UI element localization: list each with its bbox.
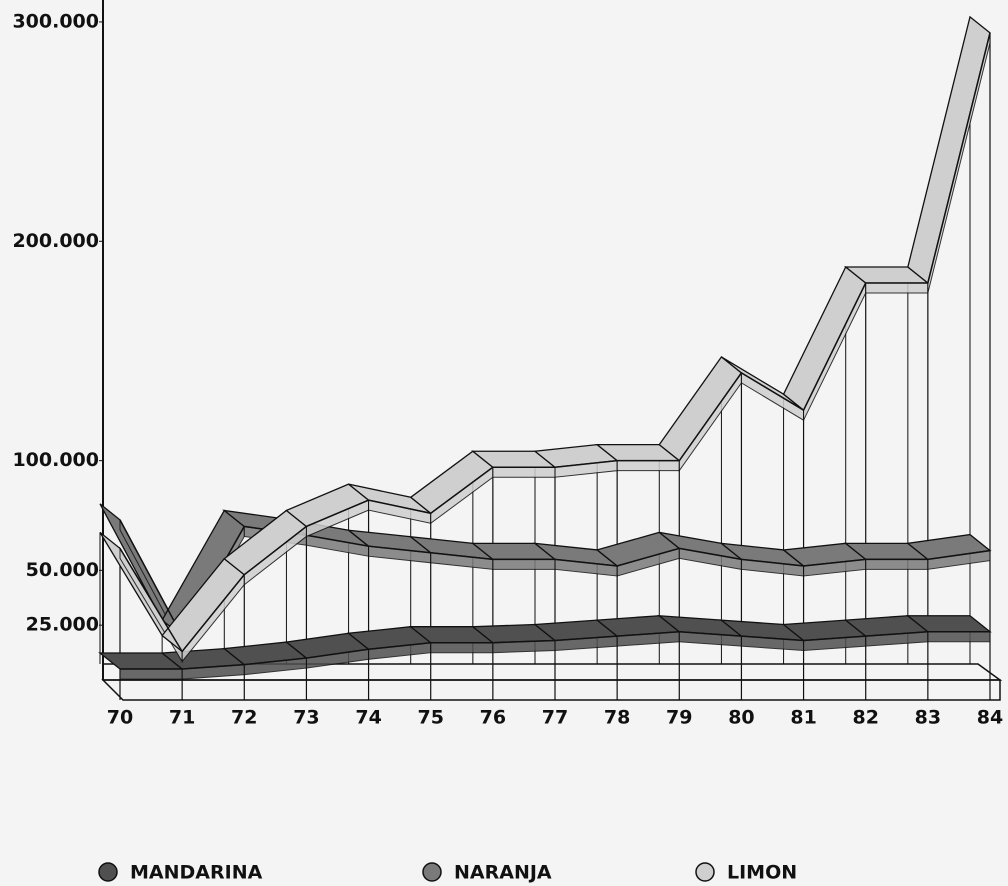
x-tick-label: 83 bbox=[915, 707, 941, 729]
x-tick-label: 82 bbox=[852, 707, 878, 729]
ribbon-front bbox=[865, 558, 929, 570]
x-tick-label: 79 bbox=[666, 707, 692, 729]
ribbon-front bbox=[616, 460, 680, 472]
x-tick-label: 75 bbox=[417, 707, 443, 729]
y-tick-label: 50.000 bbox=[26, 559, 99, 581]
ribbon-front bbox=[119, 668, 183, 680]
legend-swatch bbox=[695, 862, 715, 882]
ribbon-front bbox=[927, 631, 991, 643]
legend-label: MANDARINA bbox=[130, 862, 263, 884]
x-tick-label: 72 bbox=[231, 707, 257, 729]
legend-swatch bbox=[422, 862, 442, 882]
y-tick-label: 25.000 bbox=[26, 614, 99, 636]
floor-front bbox=[101, 679, 1001, 701]
x-tick-label: 74 bbox=[355, 707, 381, 729]
legend-label: LIMON bbox=[727, 862, 797, 884]
x-tick-label: 78 bbox=[604, 707, 630, 729]
legend-swatch bbox=[98, 862, 118, 882]
ribbon-front bbox=[492, 466, 556, 478]
y-tick-label: 300.000 bbox=[12, 10, 99, 32]
x-tick-label: 70 bbox=[107, 707, 133, 729]
series-line bbox=[119, 32, 991, 653]
x-tick-label: 73 bbox=[293, 707, 319, 729]
ribbon-front bbox=[430, 642, 494, 654]
x-tick-label: 71 bbox=[169, 707, 195, 729]
ribbon-front bbox=[865, 282, 929, 294]
series-line bbox=[120, 630, 990, 670]
ribbon-front bbox=[492, 558, 556, 570]
x-tick-label: 81 bbox=[790, 707, 816, 729]
x-tick-label: 76 bbox=[480, 707, 506, 729]
y-tick-label: 100.000 bbox=[12, 449, 99, 471]
y-tick-label: 200.000 bbox=[12, 230, 99, 252]
x-tick-label: 80 bbox=[728, 707, 754, 729]
x-tick-label: 77 bbox=[542, 707, 568, 729]
legend-label: NARANJA bbox=[454, 862, 552, 884]
x-tick-label: 84 bbox=[977, 707, 1003, 729]
